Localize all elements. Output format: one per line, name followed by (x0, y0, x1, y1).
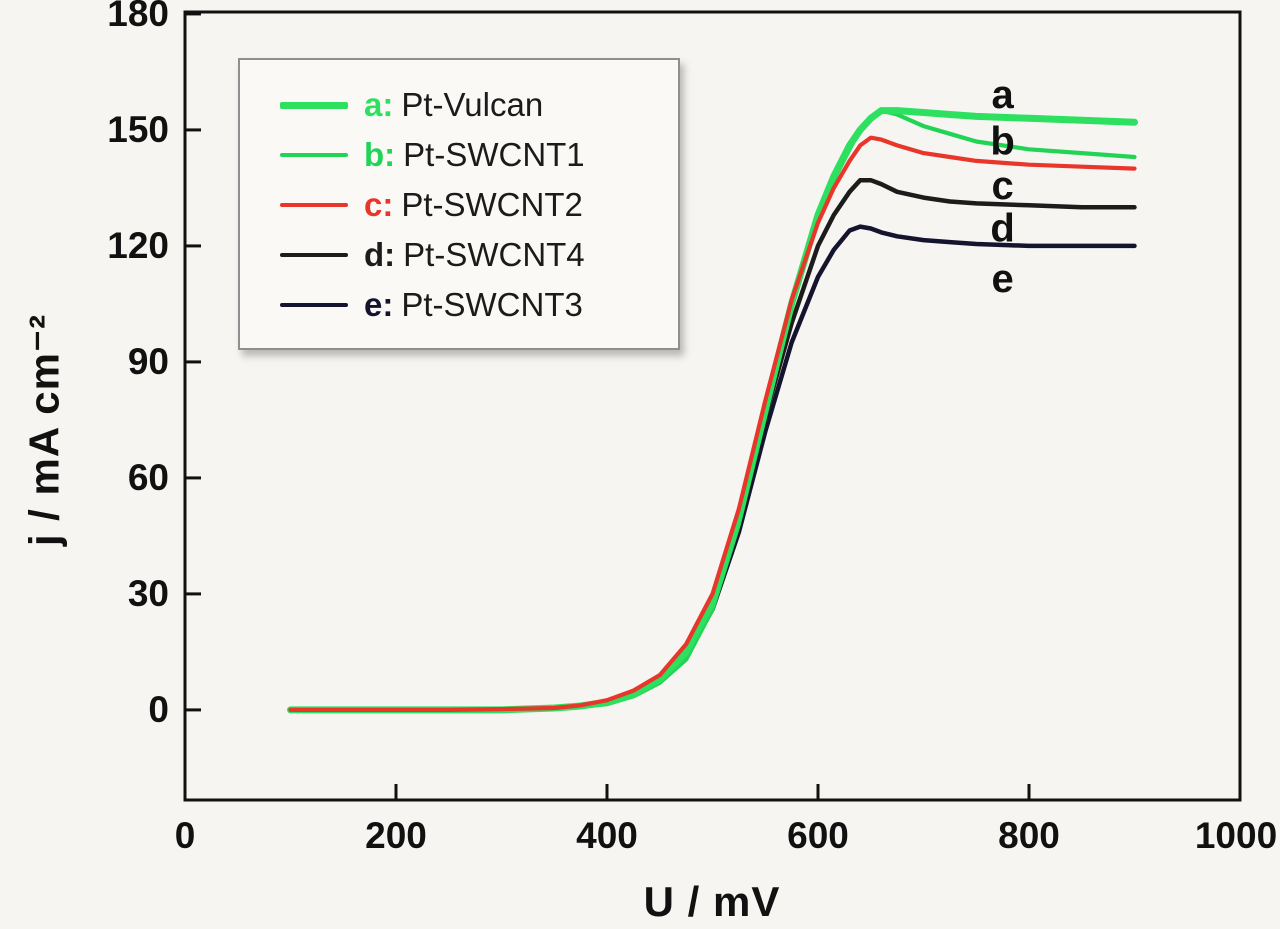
legend-swatch-b (280, 153, 348, 157)
legend-swatch-a (280, 101, 348, 109)
x-tick-label: 200 (365, 815, 427, 856)
legend-label: d: Pt-SWCNT4 (364, 236, 585, 274)
y-tick-label: 90 (128, 341, 169, 382)
legend-series-name: Pt-SWCNT4 (403, 236, 585, 273)
plot-frame (183, 10, 1242, 802)
legend-swatch-e (280, 303, 348, 307)
legend-item-pt-swcnt2: c: Pt-SWCNT2 (280, 180, 678, 230)
x-axis-label: U / mV (643, 878, 781, 925)
legend-prefix: c: (364, 186, 394, 223)
legend-label: a: Pt-Vulcan (364, 86, 543, 124)
x-tick-label: 600 (787, 815, 849, 856)
legend: a: Pt-Vulcan b: Pt-SWCNT1 c: Pt-SWCNT2 d: Pt-SW… (238, 58, 680, 350)
curve-label-c: c (992, 164, 1014, 208)
y-axis-label: j / mA cm⁻² (20, 313, 68, 547)
y-tick-label: 180 (107, 0, 169, 34)
y-tick-label: 150 (107, 109, 169, 150)
legend-series-name: Pt-SWCNT2 (401, 186, 583, 223)
curve-label-a: a (992, 73, 1015, 117)
y-tick-label: 60 (128, 457, 169, 498)
legend-label: e: Pt-SWCNT3 (364, 286, 583, 324)
legend-swatch-d (280, 253, 348, 257)
curve-label-b: b (990, 120, 1014, 164)
legend-series-name: Pt-Vulcan (401, 86, 544, 123)
y-tick-label: 30 (128, 573, 169, 614)
legend-prefix: e: (364, 286, 394, 323)
x-tick-label: 1000 (1195, 815, 1277, 856)
x-tick-label: 400 (576, 815, 638, 856)
legend-item-pt-swcnt1: b: Pt-SWCNT1 (280, 130, 678, 180)
y-tick-label: 120 (107, 225, 169, 266)
legend-series-name: Pt-SWCNT3 (401, 286, 583, 323)
legend-prefix: b: (364, 136, 396, 173)
legend-series-name: Pt-SWCNT1 (403, 136, 585, 173)
x-tick-label: 0 (175, 815, 196, 856)
legend-swatch-c (280, 203, 348, 207)
curve-c-pt-swcnt2 (288, 135, 1137, 713)
legend-item-pt-swcnt3: e: Pt-SWCNT3 (280, 280, 678, 330)
legend-item-pt-vulcan: a: Pt-Vulcan (280, 80, 678, 130)
x-tick-label: 800 (998, 815, 1060, 856)
legend-label: b: Pt-SWCNT1 (364, 136, 585, 174)
legend-prefix: a: (364, 86, 394, 123)
curve-label-d: d (990, 207, 1014, 251)
legend-label: c: Pt-SWCNT2 (364, 186, 583, 224)
legend-prefix: d: (364, 236, 396, 273)
legend-item-pt-swcnt4: d: Pt-SWCNT4 (280, 230, 678, 280)
y-tick-label: 0 (148, 689, 169, 730)
curve-label-e: e (992, 257, 1014, 301)
